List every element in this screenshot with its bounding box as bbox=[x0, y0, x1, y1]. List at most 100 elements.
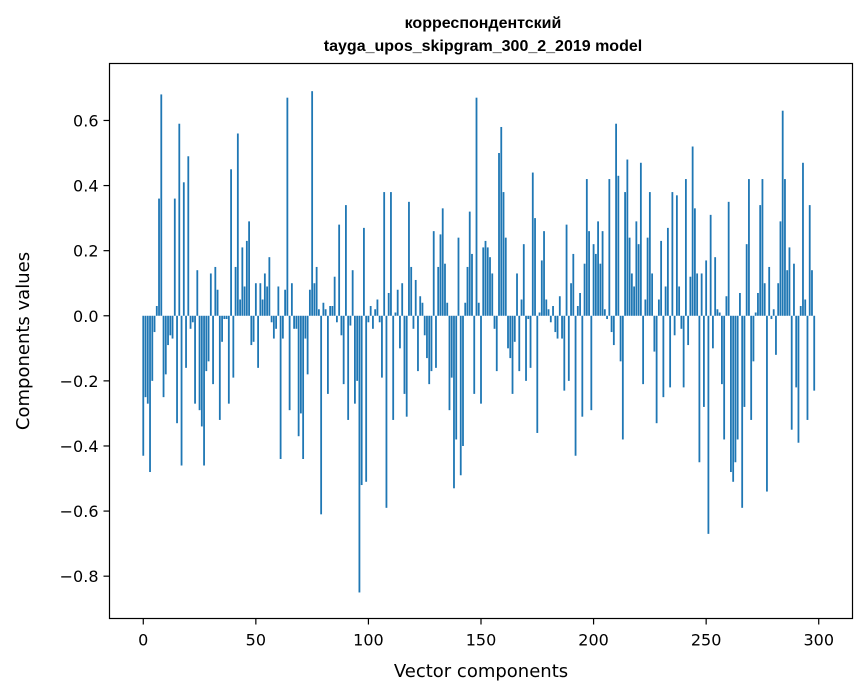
bar bbox=[187, 156, 190, 316]
bar bbox=[540, 260, 543, 316]
bar bbox=[662, 315, 665, 398]
bar bbox=[637, 244, 640, 316]
bar bbox=[378, 315, 381, 323]
bar bbox=[520, 299, 523, 316]
bar bbox=[149, 315, 151, 473]
bar bbox=[372, 315, 374, 329]
bar bbox=[284, 289, 287, 316]
bar bbox=[630, 273, 633, 316]
bar bbox=[693, 208, 696, 316]
bar bbox=[795, 315, 798, 388]
bar bbox=[322, 302, 325, 316]
bar bbox=[522, 244, 525, 316]
bar bbox=[428, 315, 431, 385]
bar bbox=[507, 315, 509, 349]
bar bbox=[545, 299, 548, 316]
bar bbox=[772, 309, 775, 316]
bar bbox=[383, 192, 386, 316]
bar bbox=[786, 270, 789, 316]
bar bbox=[725, 296, 728, 316]
bar bbox=[635, 221, 638, 316]
bar bbox=[356, 315, 359, 381]
bar bbox=[259, 283, 262, 316]
bar bbox=[218, 315, 221, 420]
bar bbox=[295, 315, 298, 329]
bar bbox=[345, 205, 347, 316]
bar bbox=[225, 315, 228, 320]
y-tick-label: −0.8 bbox=[60, 567, 99, 586]
bar bbox=[592, 244, 595, 316]
bar bbox=[660, 240, 663, 316]
bar bbox=[558, 296, 561, 316]
bar bbox=[565, 224, 568, 316]
bar bbox=[504, 237, 507, 316]
bar bbox=[311, 91, 314, 316]
bar bbox=[673, 315, 676, 336]
bar bbox=[354, 315, 356, 404]
bar bbox=[723, 315, 726, 440]
bar bbox=[453, 315, 455, 489]
bar bbox=[459, 315, 462, 476]
bar bbox=[363, 227, 365, 316]
bar bbox=[227, 315, 230, 404]
bar bbox=[471, 253, 473, 316]
bar bbox=[272, 315, 275, 339]
bar bbox=[320, 315, 323, 515]
bar bbox=[306, 315, 309, 375]
bar bbox=[491, 273, 494, 316]
bar bbox=[171, 315, 174, 339]
bar bbox=[182, 182, 185, 316]
bar bbox=[698, 315, 701, 463]
bar bbox=[628, 237, 631, 316]
bar bbox=[750, 315, 753, 420]
bar bbox=[214, 266, 217, 316]
bar bbox=[739, 292, 741, 316]
bar bbox=[759, 205, 762, 316]
bar bbox=[644, 299, 647, 316]
bar bbox=[216, 289, 219, 316]
bar bbox=[203, 315, 205, 466]
bar bbox=[585, 179, 588, 316]
bar bbox=[444, 263, 446, 316]
bar bbox=[714, 257, 717, 316]
bar bbox=[534, 218, 536, 316]
bar bbox=[419, 296, 422, 316]
bar bbox=[367, 315, 370, 323]
bar bbox=[167, 315, 169, 346]
chart-title-line-2: tayga_upos_skipgram_300_2_2019 model bbox=[324, 38, 642, 55]
bar bbox=[730, 315, 732, 473]
bar bbox=[266, 286, 269, 316]
bar bbox=[642, 315, 645, 385]
bar bbox=[790, 315, 793, 430]
bar bbox=[162, 315, 165, 398]
bar bbox=[268, 257, 271, 316]
bar bbox=[336, 315, 338, 323]
bar bbox=[734, 315, 737, 463]
x-tick-label: 100 bbox=[353, 631, 384, 650]
bar bbox=[223, 315, 226, 320]
bar bbox=[718, 312, 721, 316]
bar bbox=[597, 221, 599, 316]
bar bbox=[200, 315, 203, 427]
bar bbox=[473, 315, 476, 394]
bar bbox=[666, 227, 669, 316]
bar bbox=[155, 306, 158, 316]
bar bbox=[376, 299, 379, 316]
bar bbox=[439, 234, 442, 316]
y-axis-label: Components values bbox=[13, 252, 34, 430]
bar bbox=[338, 224, 341, 316]
bar bbox=[435, 315, 437, 368]
bar bbox=[446, 302, 449, 316]
bar bbox=[252, 315, 255, 342]
bar bbox=[331, 306, 334, 316]
bar bbox=[736, 315, 739, 440]
bar bbox=[480, 315, 482, 404]
bar bbox=[248, 221, 250, 316]
bar bbox=[263, 273, 266, 316]
bar bbox=[457, 237, 460, 316]
bar bbox=[327, 315, 329, 394]
bar bbox=[721, 315, 723, 385]
bar bbox=[421, 302, 424, 316]
bar bbox=[158, 198, 160, 316]
bar bbox=[610, 315, 613, 333]
